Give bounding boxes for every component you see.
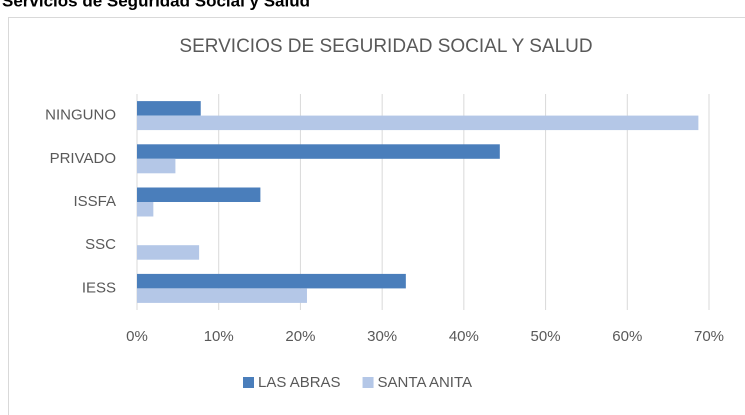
y-tick-label: NINGUNO — [45, 107, 116, 124]
bar — [137, 288, 307, 303]
x-tick-label: 0% — [126, 328, 148, 345]
bar — [137, 187, 261, 202]
x-tick-label: 40% — [449, 328, 479, 345]
legend-label: SANTA ANITA — [378, 374, 472, 391]
x-tick-label: 60% — [612, 328, 642, 345]
bar — [137, 115, 699, 131]
bar — [137, 273, 406, 289]
bar — [137, 202, 154, 217]
x-tick-label: 70% — [694, 328, 724, 345]
legend-label: LAS ABRAS — [258, 374, 341, 391]
chart-title: SERVICIOS DE SEGURIDAD SOCIAL Y SALUD — [179, 36, 592, 57]
bar — [137, 101, 201, 116]
bar — [137, 158, 176, 174]
bar — [137, 144, 500, 159]
bar — [137, 245, 200, 260]
chart-frame — [8, 17, 745, 415]
y-tick-label: ISSFA — [73, 193, 116, 210]
x-tick-label: 10% — [204, 328, 234, 345]
legend-swatch — [243, 377, 254, 388]
x-tick-label: 20% — [285, 328, 315, 345]
legend-swatch — [362, 377, 374, 388]
x-tick-label: 50% — [531, 328, 561, 345]
x-tick-label: 30% — [367, 328, 397, 345]
y-tick-label: IESS — [82, 279, 116, 296]
heading: Servicios de Seguridad Social y Salud — [2, 0, 310, 10]
y-tick-label: PRIVADO — [50, 150, 116, 167]
y-tick-label: SSC — [85, 236, 116, 253]
